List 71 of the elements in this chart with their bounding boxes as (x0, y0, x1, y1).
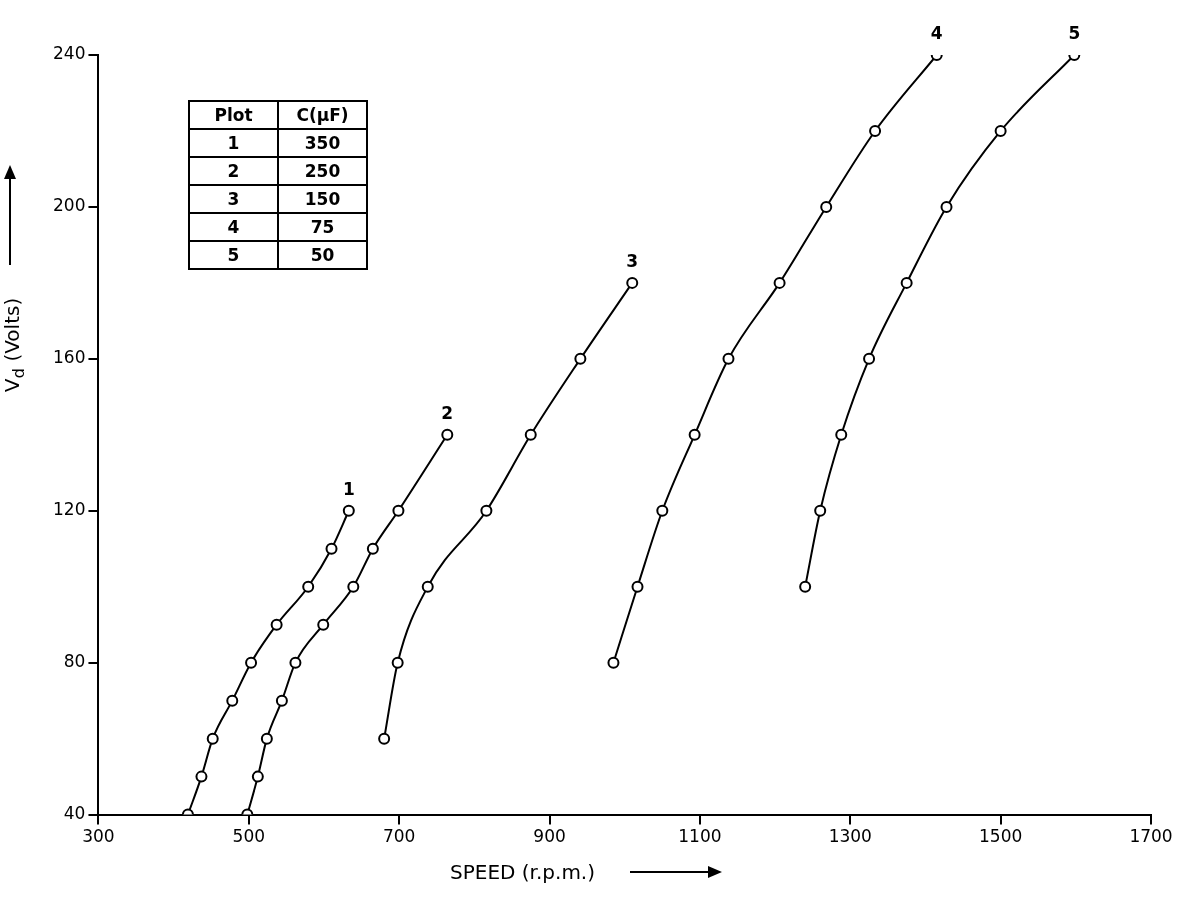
annotation: 50 (278, 241, 367, 269)
point (245, 656, 258, 669)
text: 4 (227, 217, 240, 237)
point (835, 428, 848, 441)
point (626, 276, 639, 289)
point (270, 618, 283, 631)
point (421, 580, 434, 593)
series-label: 4 (930, 23, 943, 43)
point (480, 504, 493, 517)
legend-title: Plot (189, 101, 278, 129)
annotation: 75 (278, 213, 367, 241)
point (773, 276, 786, 289)
point (366, 542, 379, 555)
point (275, 694, 288, 707)
point (441, 428, 454, 441)
x-tick-label: 300 (82, 826, 115, 847)
annotation: 150 (278, 185, 367, 213)
y-tick-label: 160 (52, 347, 86, 368)
point (900, 276, 913, 289)
y-tick-label: 120 (52, 499, 86, 520)
point (251, 770, 264, 783)
point (607, 656, 620, 669)
point (391, 656, 404, 669)
x-tick-label: 900 (533, 826, 566, 847)
y-tick-label: 240 (52, 43, 86, 64)
point (940, 200, 953, 213)
annotation: 350 (278, 129, 367, 157)
point (347, 580, 360, 593)
point (195, 770, 208, 783)
point (378, 732, 391, 745)
series-label: 2 (441, 402, 454, 423)
text: 3 (227, 189, 240, 209)
point (392, 504, 405, 517)
point (722, 352, 735, 365)
point (799, 580, 812, 593)
point (260, 732, 273, 745)
point (317, 618, 330, 631)
point (631, 580, 644, 593)
point (302, 580, 315, 593)
x-tick-label: 700 (382, 826, 416, 847)
point (820, 200, 833, 213)
point (869, 124, 882, 137)
point (342, 504, 355, 517)
point (994, 124, 1007, 137)
point (814, 504, 827, 517)
point (289, 656, 302, 669)
annotation: C(μF) (278, 101, 367, 129)
x-axis-title: SPEED (r.p.m.) (450, 860, 596, 884)
x-tick-label: 1500 (979, 826, 1023, 847)
point (688, 428, 701, 441)
series-label: 5 (1068, 23, 1081, 43)
point (226, 694, 239, 707)
point (574, 352, 587, 365)
text: 2 (227, 161, 240, 181)
point (863, 352, 876, 365)
x-tick-label: 1300 (828, 826, 872, 847)
series-label: 3 (626, 250, 639, 271)
annotation: 250 (278, 157, 367, 185)
y-tick-label: 200 (52, 195, 86, 216)
point (524, 428, 537, 441)
y-tick-label: 40 (63, 803, 86, 824)
point (325, 542, 338, 555)
series-label: 1 (342, 478, 355, 499)
y-tick-label: 80 (63, 651, 86, 672)
x-tick-label: 1700 (1129, 826, 1173, 847)
x-tick-label: 500 (232, 826, 266, 847)
point (656, 504, 669, 517)
text: 1 (227, 133, 240, 153)
x-tick-label: 1100 (678, 826, 722, 847)
text: 5 (227, 245, 240, 265)
point (206, 732, 219, 745)
